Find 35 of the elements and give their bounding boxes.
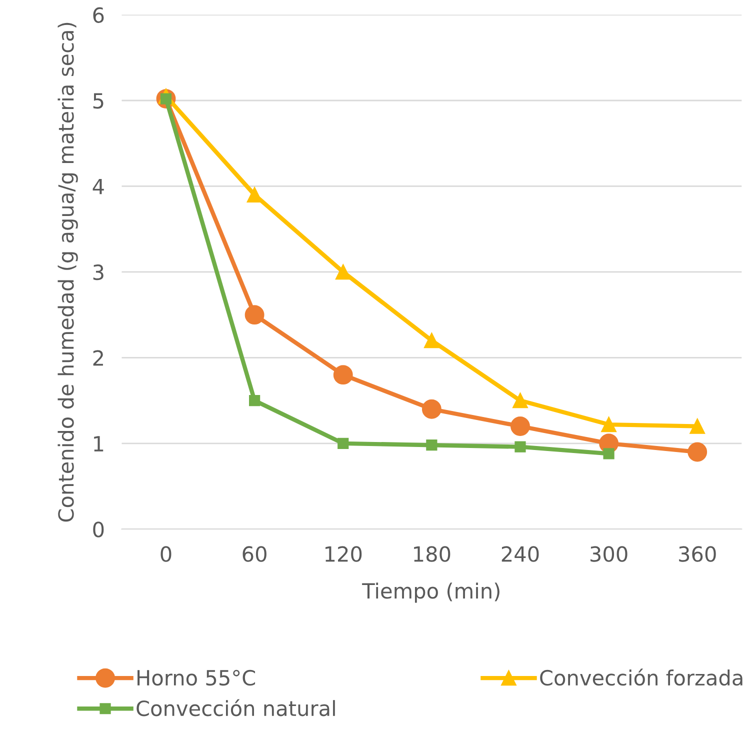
y-tick-label: 2 <box>93 350 103 366</box>
y-tick-label: 0 <box>93 522 104 538</box>
point <box>510 416 530 436</box>
y-tick-label: 3 <box>93 264 104 280</box>
y-tick-label: 5 <box>93 93 104 109</box>
point <box>422 399 442 419</box>
x-tick-label: 120 <box>326 546 362 562</box>
legend-label: Convección forzada <box>540 668 742 686</box>
legend-label: Convección natural <box>136 699 335 716</box>
point <box>246 187 262 202</box>
legend-label: Horno 55°C <box>138 670 256 686</box>
point <box>514 441 526 452</box>
point <box>249 394 260 406</box>
y-axis-title: Contenido de humedad (g agua/g materia seca) <box>58 22 78 522</box>
x-tick-label: 360 <box>679 546 716 562</box>
point <box>244 305 264 325</box>
y-tick-label: 4 <box>92 178 104 194</box>
x-tick-label: 300 <box>590 546 628 562</box>
point <box>424 332 440 348</box>
y-tick-label: 6 <box>93 7 104 23</box>
point <box>690 418 705 434</box>
point <box>333 365 353 385</box>
x-tick-label: 0 <box>160 546 172 562</box>
point <box>338 438 349 449</box>
x-tick-label: 180 <box>414 546 450 562</box>
point <box>335 264 351 280</box>
y-tick-label: 1 <box>94 436 104 452</box>
point <box>688 442 708 462</box>
point <box>603 448 614 460</box>
point <box>601 416 616 432</box>
x-tick-label: 60 <box>242 546 266 562</box>
x-tick-label: 240 <box>502 546 539 562</box>
point <box>512 392 528 408</box>
point <box>426 440 438 451</box>
x-axis-title: Tiempo (min) <box>362 582 500 603</box>
